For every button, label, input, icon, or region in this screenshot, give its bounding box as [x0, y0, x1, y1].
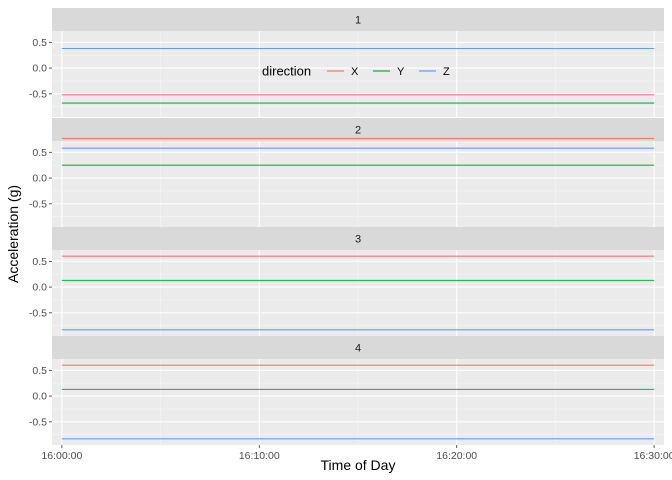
- x-tick-label: 16:00:00: [41, 450, 82, 462]
- y-tick-label: 0.0: [32, 282, 47, 294]
- y-tick-label: 0.0: [32, 391, 47, 403]
- facet-panel-4: 4: [52, 336, 664, 445]
- y-axis-title: Acceleration (g): [5, 185, 21, 283]
- y-tick-label: 0.5: [32, 147, 47, 159]
- facet-strip-label: 3: [355, 234, 361, 246]
- facet-strip: [52, 336, 664, 359]
- y-tick-label: 0.5: [32, 37, 47, 49]
- facet-panel-2: 2: [52, 118, 664, 227]
- facet-strip: [52, 8, 664, 31]
- axes-layer: -0.5 0.0 0.5 -0.5 0.0 0.5 -0.5 0.0 0.5 -0.5 0.0 0.5…: [29, 37, 672, 462]
- x-axis-title: Time of Day: [321, 457, 396, 473]
- y-tick-label: -0.5: [29, 198, 47, 210]
- y-tick-label: 0.5: [32, 256, 47, 268]
- facet-strip: [52, 227, 664, 250]
- x-tick-label: 16:30:00: [634, 450, 672, 462]
- legend: direction X Y Z: [262, 64, 450, 79]
- facet-strip-label: 4: [355, 343, 361, 355]
- y-tick-label: -0.5: [29, 416, 47, 428]
- legend-label-x: X: [351, 66, 359, 78]
- x-tick-label: 16:10:00: [239, 450, 280, 462]
- facet-strip-label: 2: [355, 125, 361, 137]
- facet-strip: [52, 118, 664, 141]
- panels-layer: 1 2 3 4: [52, 8, 664, 445]
- y-tick-label: 0.5: [32, 365, 47, 377]
- facet-panel-3: 3: [52, 227, 664, 336]
- y-tick-label: 0.0: [32, 173, 47, 185]
- facet-panel-1: 1: [52, 8, 664, 117]
- legend-label-z: Z: [443, 66, 450, 78]
- legend-title: direction: [262, 64, 311, 79]
- legend-label-y: Y: [397, 66, 405, 78]
- y-tick-label: 0.0: [32, 63, 47, 75]
- y-tick-label: -0.5: [29, 307, 47, 319]
- x-tick-label: 16:20:00: [436, 450, 477, 462]
- facet-strip-label: 1: [355, 15, 361, 27]
- y-tick-label: -0.5: [29, 88, 47, 100]
